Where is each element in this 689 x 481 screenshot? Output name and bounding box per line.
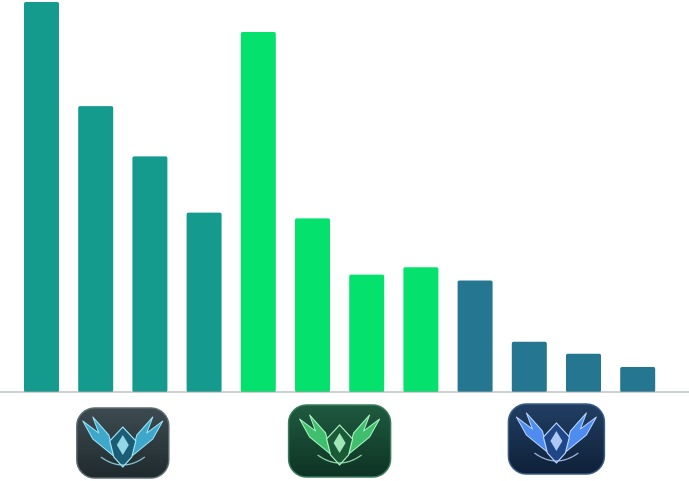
diamond-rank-emblem-icon <box>76 407 170 479</box>
bar-g3-1 <box>457 280 493 392</box>
bar-g3-2 <box>511 341 547 392</box>
bar-g2-2 <box>295 218 330 392</box>
bar-g1-4 <box>186 212 222 392</box>
bar-g2-4 <box>403 267 439 392</box>
bar-g1-3 <box>132 156 168 392</box>
bar-g1-1 <box>24 2 59 392</box>
bar-g2-1 <box>240 32 276 392</box>
icons-layer <box>76 403 606 479</box>
master-rank-emblem-icon <box>287 404 392 478</box>
bars-layer <box>24 2 656 392</box>
bar-g3-3 <box>566 353 601 392</box>
grandmaster-rank-emblem-icon <box>507 403 606 475</box>
bar-g2-3 <box>349 274 385 392</box>
bar-g3-4 <box>620 367 656 392</box>
bar-g1-2 <box>78 106 114 392</box>
